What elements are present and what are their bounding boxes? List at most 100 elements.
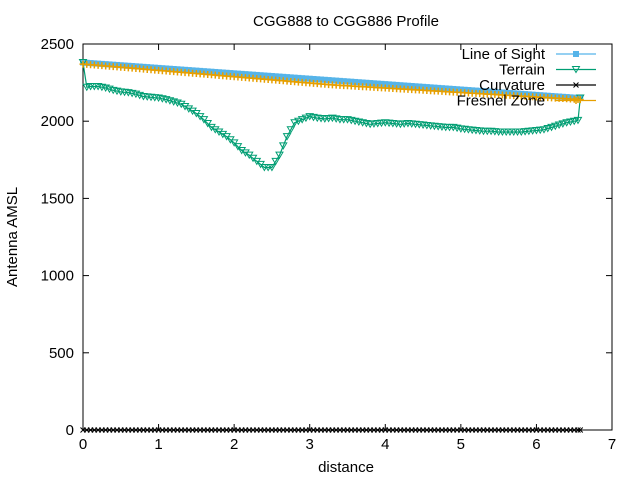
x-tick-label: 5 [457,436,465,453]
data-point [321,76,328,83]
data-point [543,125,553,133]
legend-marker [573,51,579,57]
data-point [237,147,247,155]
data-point [382,81,389,88]
data-point [370,80,377,87]
chart-title: CGG888 to CGG886 Profile [253,13,439,30]
data-point [577,427,584,433]
data-point [78,59,88,67]
data-point [378,80,385,87]
data-point [290,119,299,127]
data-point [207,123,216,132]
data-point [401,82,408,89]
data-point [265,72,272,79]
y-tick-label: 2000 [41,113,74,130]
data-point [176,100,186,109]
data-point [352,78,359,85]
data-point [257,72,264,79]
data-point [576,96,584,104]
data-point [374,80,381,87]
x-tick-label: 1 [154,436,162,453]
data-point [297,116,307,124]
data-point [408,83,415,90]
data-point [363,79,370,86]
series-terrain [78,59,585,172]
legend-marker [572,97,580,104]
data-point [271,157,281,166]
legend-label: Terrain [499,62,545,79]
data-point [554,121,564,130]
series-line [82,62,581,169]
data-point [325,77,332,84]
data-point [318,76,325,83]
data-point [284,74,291,81]
data-point [250,71,257,78]
x-tick-label: 4 [381,436,389,453]
data-point [82,83,92,92]
data-point [397,82,404,89]
data-point [268,73,275,80]
data-point [359,79,366,86]
data-point [575,427,581,433]
data-point [210,126,220,134]
y-axis-label: Antenna AMSL [4,187,21,287]
data-point [229,139,239,147]
data-point [340,78,347,85]
data-point [310,75,317,82]
data-point [287,74,294,81]
data-point [569,117,579,126]
data-point [355,79,362,86]
data-point [348,78,355,85]
legend-label: Line of Sight [462,46,546,63]
data-point [261,72,268,79]
y-tick-label: 0 [66,422,74,439]
data-point [306,75,313,82]
y-tick-label: 1000 [41,268,74,285]
data-point [547,123,556,132]
data-point [550,122,560,131]
data-point [184,105,194,113]
data-point [294,117,303,126]
data-point [299,75,306,82]
data-point [199,116,209,124]
legend-label: Curvature [479,77,545,94]
data-point [278,142,288,150]
data-point [295,74,302,81]
data-point [203,120,213,128]
data-point [246,71,253,78]
data-point [333,77,340,84]
data-point [558,120,568,128]
data-point [188,107,197,116]
x-tick-label: 0 [79,436,87,453]
data-point [241,149,250,157]
data-point [233,143,243,151]
series-fresnel-zone [79,60,584,104]
data-point [389,81,396,88]
data-point [301,114,311,123]
data-point [393,81,400,88]
x-tick-label: 6 [532,436,540,453]
data-point [562,119,572,127]
data-point [344,78,351,85]
legend-label: Fresnel Zone [457,93,545,110]
data-point [242,71,249,78]
data-point [416,83,423,90]
x-tick-label: 7 [608,436,616,453]
data-point [291,74,298,81]
y-tick-label: 1500 [41,190,74,207]
data-point [286,126,296,134]
data-point [412,83,419,90]
data-point [275,151,284,160]
data-point [386,81,393,88]
data-point [267,164,277,172]
x-tick-label: 3 [306,436,314,453]
series-curvature [80,427,584,433]
data-point [573,116,583,125]
y-tick-label: 2500 [41,36,74,53]
data-point [314,76,321,83]
data-point [180,103,190,111]
data-point [539,126,549,134]
data-point [367,80,374,87]
